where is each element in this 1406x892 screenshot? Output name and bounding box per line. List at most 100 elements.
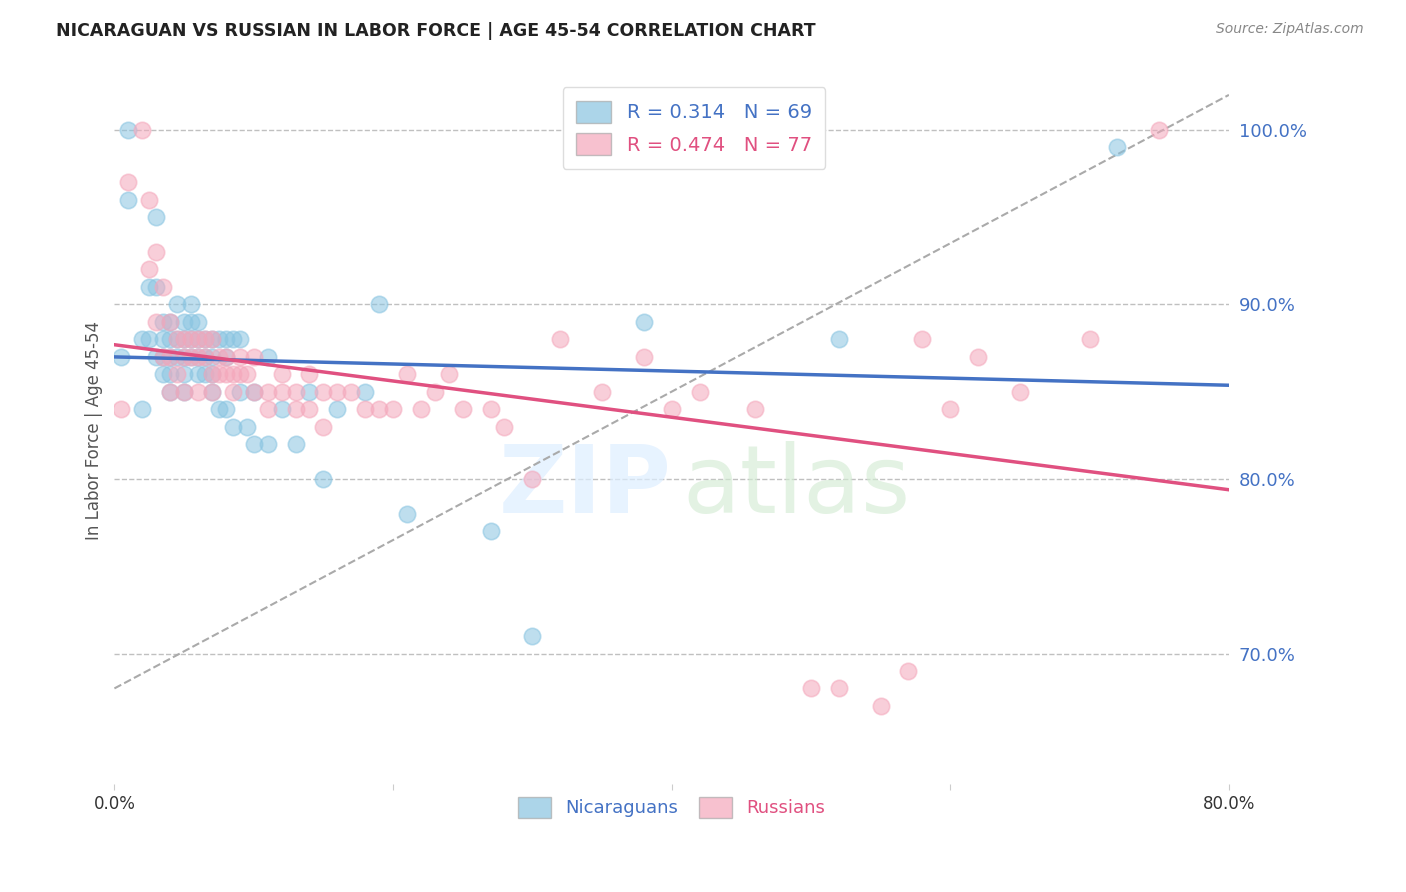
Point <box>215 402 238 417</box>
Point <box>270 368 292 382</box>
Point <box>869 698 891 713</box>
Point <box>451 402 474 417</box>
Point <box>222 419 245 434</box>
Point <box>152 350 174 364</box>
Point <box>201 332 224 346</box>
Point <box>236 419 259 434</box>
Point <box>187 350 209 364</box>
Point <box>152 315 174 329</box>
Point <box>166 368 188 382</box>
Point <box>180 350 202 364</box>
Point <box>633 315 655 329</box>
Point <box>208 368 231 382</box>
Point <box>298 368 321 382</box>
Point <box>194 350 217 364</box>
Point <box>201 368 224 382</box>
Y-axis label: In Labor Force | Age 45-54: In Labor Force | Age 45-54 <box>86 321 103 541</box>
Point <box>173 350 195 364</box>
Point <box>689 384 711 399</box>
Point <box>354 402 377 417</box>
Point <box>256 384 278 399</box>
Point <box>368 402 391 417</box>
Point <box>173 384 195 399</box>
Point <box>548 332 571 346</box>
Point <box>173 384 195 399</box>
Point <box>110 350 132 364</box>
Point <box>1008 384 1031 399</box>
Point <box>312 384 335 399</box>
Point <box>828 332 851 346</box>
Text: ZIP: ZIP <box>499 442 672 533</box>
Legend: Nicaraguans, Russians: Nicaraguans, Russians <box>510 789 832 825</box>
Point <box>159 332 181 346</box>
Point <box>1149 123 1171 137</box>
Point <box>187 332 209 346</box>
Point <box>229 332 252 346</box>
Point <box>494 419 516 434</box>
Point <box>159 368 181 382</box>
Point <box>145 280 167 294</box>
Point <box>159 315 181 329</box>
Point <box>222 384 245 399</box>
Point <box>180 332 202 346</box>
Point <box>173 368 195 382</box>
Point <box>242 384 264 399</box>
Point <box>479 402 502 417</box>
Point <box>437 368 460 382</box>
Point <box>180 350 202 364</box>
Point <box>229 350 252 364</box>
Point <box>166 350 188 364</box>
Point <box>298 402 321 417</box>
Point <box>152 350 174 364</box>
Point <box>242 350 264 364</box>
Point <box>967 350 990 364</box>
Point <box>173 332 195 346</box>
Point <box>208 402 231 417</box>
Text: atlas: atlas <box>683 442 911 533</box>
Point <box>312 419 335 434</box>
Point <box>194 332 217 346</box>
Point <box>187 332 209 346</box>
Point <box>117 175 139 189</box>
Point <box>939 402 962 417</box>
Point <box>180 315 202 329</box>
Point <box>354 384 377 399</box>
Point <box>256 437 278 451</box>
Point <box>194 350 217 364</box>
Point <box>187 384 209 399</box>
Point <box>633 350 655 364</box>
Point <box>138 280 160 294</box>
Point <box>131 332 153 346</box>
Point <box>201 368 224 382</box>
Point <box>180 297 202 311</box>
Point <box>409 402 432 417</box>
Point <box>131 123 153 137</box>
Point <box>201 384 224 399</box>
Point <box>201 350 224 364</box>
Point <box>1107 140 1129 154</box>
Point <box>152 280 174 294</box>
Point <box>215 350 238 364</box>
Point <box>242 384 264 399</box>
Point <box>166 332 188 346</box>
Point <box>312 472 335 486</box>
Point <box>187 315 209 329</box>
Point <box>522 472 544 486</box>
Point <box>270 402 292 417</box>
Point <box>138 193 160 207</box>
Point <box>222 368 245 382</box>
Point <box>110 402 132 417</box>
Point <box>159 350 181 364</box>
Point <box>194 368 217 382</box>
Point <box>138 262 160 277</box>
Point <box>201 384 224 399</box>
Point <box>229 368 252 382</box>
Point <box>152 368 174 382</box>
Point <box>828 681 851 696</box>
Point <box>591 384 613 399</box>
Point <box>256 350 278 364</box>
Point <box>173 315 195 329</box>
Point <box>152 332 174 346</box>
Point <box>897 664 920 678</box>
Point <box>236 368 259 382</box>
